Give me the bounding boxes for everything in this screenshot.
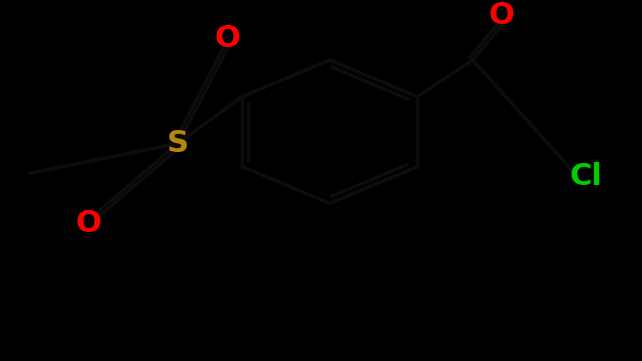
Text: O: O (75, 209, 101, 238)
Text: O: O (489, 0, 515, 30)
Text: Cl: Cl (569, 162, 602, 191)
Text: S: S (167, 129, 189, 158)
Text: O: O (214, 24, 241, 53)
